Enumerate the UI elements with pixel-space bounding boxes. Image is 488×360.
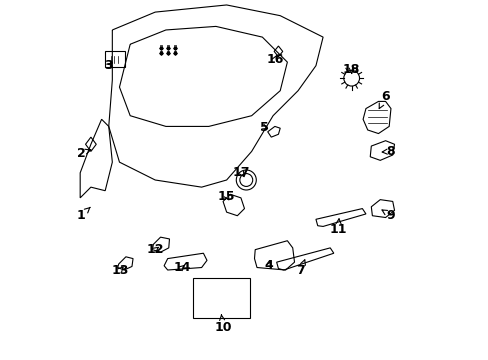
Text: 4: 4	[264, 259, 273, 272]
Text: 10: 10	[214, 315, 231, 334]
Text: 7: 7	[296, 260, 305, 276]
Text: 17: 17	[232, 166, 250, 179]
Text: 12: 12	[146, 243, 163, 256]
Text: 1: 1	[76, 207, 90, 222]
Text: 14: 14	[173, 261, 190, 274]
Text: 15: 15	[218, 190, 235, 203]
Text: 8: 8	[382, 145, 394, 158]
Text: 9: 9	[381, 208, 394, 221]
Text: 18: 18	[342, 63, 360, 76]
Text: 6: 6	[378, 90, 389, 109]
Text: 5: 5	[259, 121, 268, 134]
Text: 11: 11	[329, 219, 346, 236]
Text: 16: 16	[265, 53, 283, 66]
Text: 3: 3	[104, 59, 113, 72]
Text: 13: 13	[111, 264, 129, 276]
Text: 2: 2	[76, 147, 91, 160]
